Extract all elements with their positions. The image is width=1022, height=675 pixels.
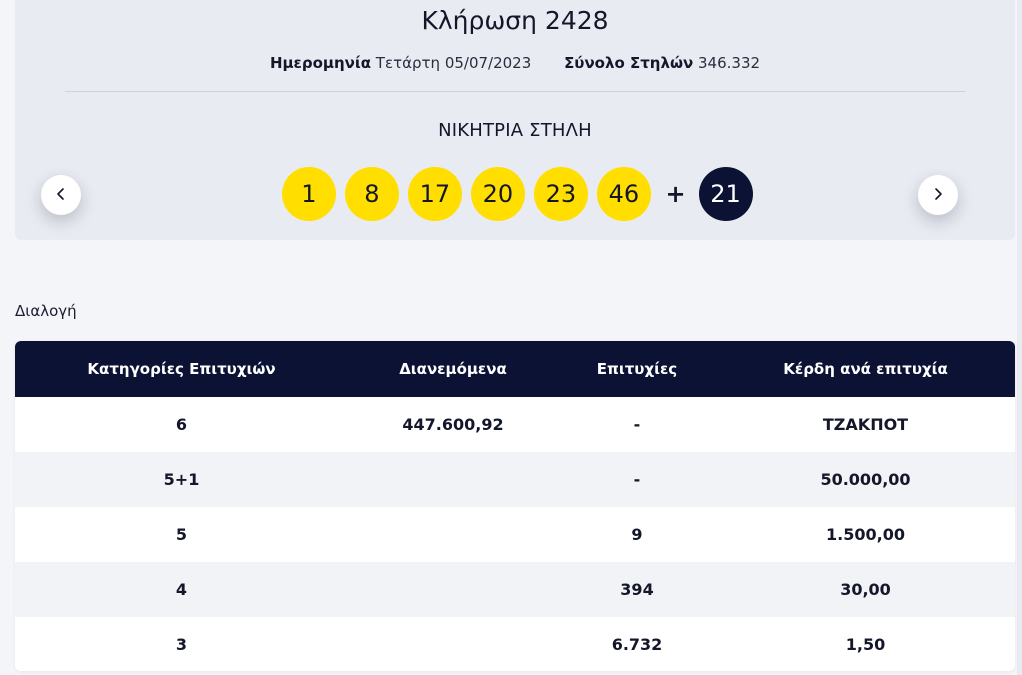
column-header: Κατηγορίες Επιτυχιών (87, 360, 276, 378)
table-cell: ΤΖΑΚΠΟΤ (822, 415, 909, 434)
table-cell: 5 (175, 525, 188, 544)
table-cell: 50.000,00 (820, 470, 911, 489)
table-row: 4 394 30,00 (15, 562, 1015, 617)
table-cell: 6 (175, 415, 188, 434)
selection-label: Διαλογή (15, 302, 77, 320)
number-ball: 17 (407, 167, 462, 221)
next-draw-button[interactable] (918, 175, 958, 215)
table-cell: - (633, 415, 641, 434)
number-ball: 8 (344, 167, 399, 221)
chevron-left-icon (54, 186, 68, 205)
divider (65, 91, 965, 92)
bonus-ball: 21 (698, 167, 753, 221)
table-cell: 1.500,00 (826, 525, 905, 544)
table-row: 5 9 1.500,00 (15, 507, 1015, 562)
draw-date: Ημερομηνία Τετάρτη 05/07/2023 (270, 54, 536, 72)
number-ball: 20 (470, 167, 525, 221)
draw-card: Κλήρωση 2428 Ημερομηνία Τετάρτη 05/07/20… (15, 0, 1015, 240)
winning-label: ΝΙΚΗΤΡΙΑ ΣΤΗΛΗ (438, 120, 592, 141)
scrollbar[interactable] (1017, 0, 1022, 675)
table-header: Κατηγορίες Επιτυχιών Διανεμόμενα Επιτυχί… (15, 341, 1015, 397)
table-cell: 447.600,92 (402, 415, 504, 434)
number-ball: 1 (281, 167, 336, 221)
plus-sign: + (665, 180, 686, 208)
draw-title: Κλήρωση 2428 (421, 6, 609, 35)
draw-columns-value: 346.332 (698, 54, 761, 72)
winning-numbers: 1 8 17 20 23 46 + 21 (15, 167, 1015, 221)
table-row: 3 6.732 1,50 (15, 617, 1015, 671)
prize-table: Κατηγορίες Επιτυχιών Διανεμόμενα Επιτυχί… (15, 341, 1015, 671)
table-row: 6 447.600,92 - ΤΖΑΚΠΟΤ (15, 397, 1015, 452)
draw-columns-label: Σύνολο Στηλών (564, 54, 694, 72)
table-cell: 1,50 (845, 635, 886, 654)
table-cell: 4 (175, 580, 188, 599)
draw-columns: Σύνολο Στηλών 346.332 (564, 54, 760, 72)
column-header: Κέρδη ανά επιτυχία (783, 360, 948, 378)
table-cell: 3 (175, 635, 188, 654)
table-cell: 5+1 (163, 470, 200, 489)
table-cell: 9 (631, 525, 643, 544)
table-row: 5+1 - 50.000,00 (15, 452, 1015, 507)
number-ball: 46 (596, 167, 651, 221)
draw-date-label: Ημερομηνία (269, 54, 372, 72)
column-header: Διανεμόμενα (399, 360, 507, 378)
table-cell: 30,00 (840, 580, 891, 599)
column-header: Επιτυχίες (596, 360, 678, 378)
number-ball: 23 (533, 167, 588, 221)
previous-draw-button[interactable] (41, 175, 81, 215)
table-cell: 394 (620, 580, 654, 599)
table-cell: - (633, 470, 641, 489)
chevron-right-icon (931, 186, 945, 205)
table-cell: 6.732 (611, 635, 663, 654)
draw-date-value: Τετάρτη 05/07/2023 (375, 54, 532, 72)
draw-meta: Ημερομηνία Τετάρτη 05/07/2023 Σύνολο Στη… (15, 54, 1015, 72)
